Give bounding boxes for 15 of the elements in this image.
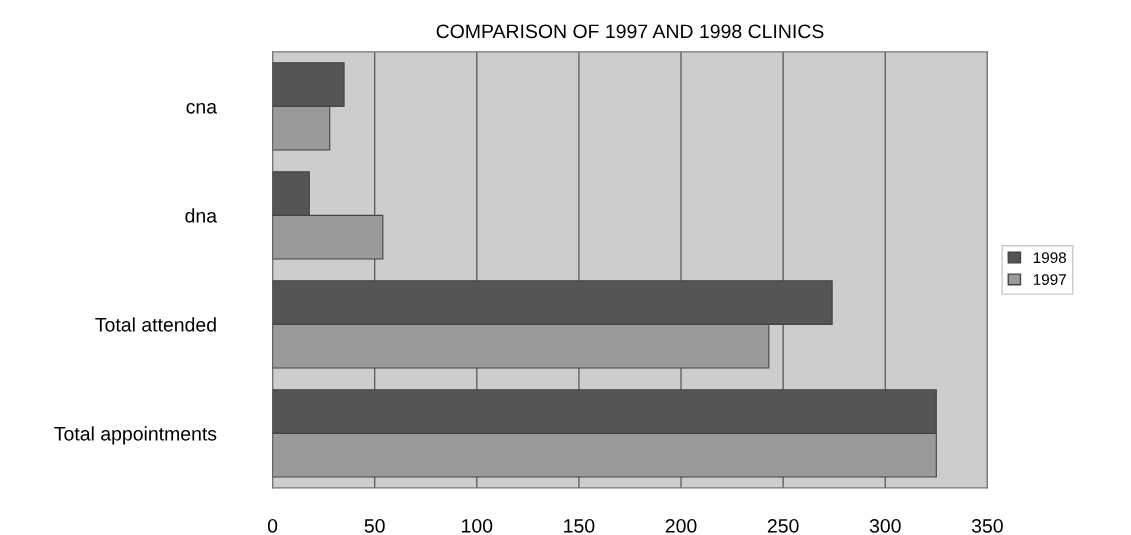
legend-label: 1998 [1033, 252, 1067, 264]
x-tick-label: 200 [665, 518, 697, 533]
x-tick-label: 250 [767, 518, 799, 533]
y-tick-label: dna [185, 208, 218, 223]
x-tick-label: 300 [869, 518, 901, 533]
legend-label: 1997 [1033, 274, 1066, 285]
y-tick-label: cna [186, 102, 218, 114]
chart-title: COMPARISON OF 1997 AND 1998 CLINICS [436, 24, 824, 39]
x-tick-label: 350 [971, 518, 1003, 533]
y-tick-label: Total appointments [54, 426, 217, 445]
x-tick-label: 150 [564, 518, 595, 533]
x-tick-label: 50 [364, 518, 385, 533]
x-tick-label: 100 [462, 518, 493, 533]
y-tick-label: Total attended [95, 317, 216, 332]
x-tick-label: 0 [267, 518, 278, 533]
